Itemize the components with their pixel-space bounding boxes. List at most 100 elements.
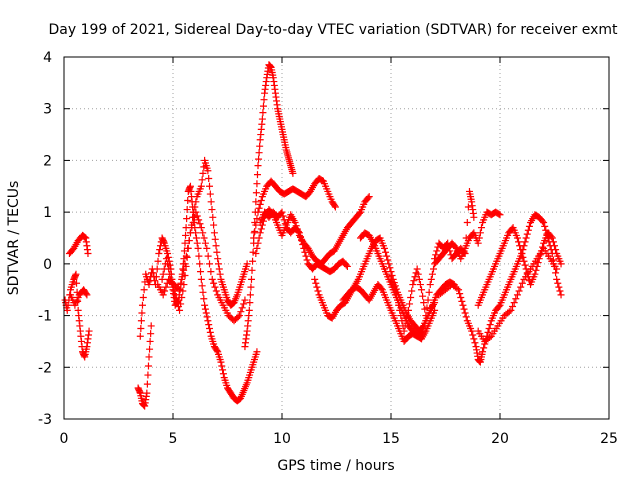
data-point bbox=[496, 211, 504, 219]
data-point bbox=[386, 264, 394, 272]
data-point bbox=[85, 327, 93, 335]
data-point bbox=[215, 265, 223, 273]
data-point bbox=[476, 229, 484, 237]
data-point bbox=[198, 282, 206, 290]
data-point bbox=[196, 260, 204, 268]
data-point bbox=[517, 246, 525, 254]
data-point bbox=[253, 171, 261, 179]
data-point bbox=[553, 265, 561, 273]
data-point bbox=[143, 380, 151, 388]
data-point bbox=[63, 306, 71, 314]
data-point bbox=[433, 247, 441, 255]
data-point bbox=[247, 283, 255, 291]
data-point bbox=[464, 203, 472, 211]
data-point bbox=[515, 238, 523, 246]
y-tick-label: -2 bbox=[38, 360, 52, 376]
data-point bbox=[407, 293, 415, 301]
data-point bbox=[331, 202, 339, 210]
data-point bbox=[211, 283, 219, 291]
data-point bbox=[343, 262, 351, 270]
data-point bbox=[154, 257, 162, 265]
data-point bbox=[365, 193, 373, 201]
data-point bbox=[248, 266, 256, 274]
data-point bbox=[522, 234, 530, 242]
data-point bbox=[552, 246, 560, 254]
data-point bbox=[396, 306, 404, 314]
data-point bbox=[182, 231, 190, 239]
data-point bbox=[189, 218, 197, 226]
data-point bbox=[382, 248, 390, 256]
data-point bbox=[159, 270, 167, 278]
data-point bbox=[151, 277, 159, 285]
data-point bbox=[446, 247, 454, 255]
data-point bbox=[471, 339, 479, 347]
data-point bbox=[171, 291, 179, 299]
data-point bbox=[193, 239, 201, 247]
data-point bbox=[210, 279, 218, 287]
data-point bbox=[384, 256, 392, 264]
data-point bbox=[555, 283, 563, 291]
data-point bbox=[459, 301, 467, 309]
data-point bbox=[423, 304, 431, 312]
data-point bbox=[181, 260, 189, 268]
data-point bbox=[431, 306, 439, 314]
data-point bbox=[513, 234, 521, 242]
y-tick-label: 4 bbox=[43, 50, 52, 66]
data-point bbox=[477, 224, 485, 232]
data-point bbox=[554, 279, 562, 287]
data-point bbox=[512, 295, 520, 303]
data-point bbox=[547, 233, 555, 241]
data-point bbox=[557, 291, 565, 299]
data-point bbox=[162, 255, 170, 263]
data-point bbox=[204, 252, 212, 260]
data-point bbox=[197, 224, 205, 232]
data-point bbox=[83, 291, 91, 299]
data-point bbox=[299, 240, 307, 248]
data-point bbox=[164, 260, 172, 268]
data-point bbox=[137, 317, 145, 325]
data-point bbox=[462, 234, 470, 242]
data-point bbox=[460, 248, 468, 256]
data-point bbox=[206, 190, 214, 198]
data-point bbox=[166, 270, 174, 278]
data-point bbox=[191, 203, 199, 211]
data-point bbox=[486, 334, 494, 342]
data-point bbox=[195, 216, 203, 224]
data-point bbox=[468, 327, 476, 335]
data-point bbox=[425, 288, 433, 296]
data-point bbox=[64, 301, 72, 309]
data-point bbox=[485, 325, 493, 332]
data-point bbox=[397, 312, 405, 320]
data-point bbox=[176, 306, 184, 314]
data-point bbox=[212, 242, 220, 250]
data-point bbox=[383, 252, 391, 260]
data-point bbox=[301, 248, 309, 256]
data-point bbox=[147, 322, 155, 330]
data-point bbox=[180, 266, 188, 274]
data-point bbox=[474, 239, 482, 247]
data-point bbox=[556, 287, 564, 295]
data-point bbox=[245, 306, 253, 314]
data-point bbox=[178, 293, 186, 301]
data-point bbox=[457, 293, 465, 301]
data-point bbox=[400, 327, 408, 335]
data-point bbox=[451, 243, 459, 251]
data-point bbox=[469, 331, 477, 339]
data-point bbox=[460, 305, 468, 313]
data-point bbox=[215, 260, 223, 268]
data-point bbox=[161, 287, 169, 295]
data-point bbox=[214, 255, 222, 263]
data-point bbox=[517, 283, 525, 291]
data-point bbox=[140, 286, 148, 294]
plot-frame bbox=[63, 56, 610, 420]
data-point bbox=[259, 109, 267, 117]
data-point bbox=[431, 299, 439, 307]
data-point bbox=[470, 335, 478, 343]
data-point bbox=[209, 213, 217, 221]
data-point bbox=[243, 260, 251, 268]
x-tick-labels: 0 5 10 15 20 25 bbox=[60, 431, 618, 447]
data-point bbox=[256, 200, 264, 208]
data-point bbox=[391, 286, 399, 294]
data-point bbox=[377, 284, 385, 292]
